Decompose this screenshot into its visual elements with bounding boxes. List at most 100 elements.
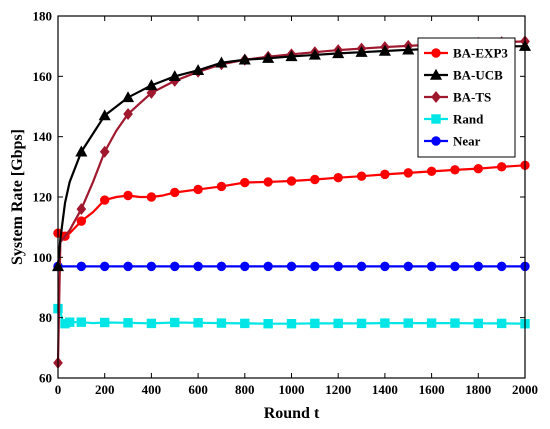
data-point-marker: [263, 319, 273, 329]
y-tick-label: 180: [33, 9, 53, 24]
legend-marker: [431, 114, 441, 124]
data-point-marker: [193, 318, 203, 328]
data-point-marker: [170, 187, 180, 198]
legend-marker: [431, 136, 441, 146]
data-point-marker: [496, 318, 507, 329]
data-point-marker: [333, 261, 343, 272]
data-point-marker: [76, 261, 87, 272]
x-tick-label: 200: [95, 382, 115, 397]
legend: BA-EXP3 BA-UCB BA-TS Rand Near: [417, 37, 516, 158]
legend-item: BA-UCB: [424, 68, 503, 83]
data-point-marker: [170, 261, 180, 272]
data-point-marker: [333, 318, 343, 329]
legend-label: BA-EXP3: [453, 46, 508, 61]
legend-label: Near: [453, 134, 481, 149]
data-point-marker: [496, 162, 507, 172]
legend-label: BA-TS: [453, 90, 491, 105]
data-point-marker: [100, 261, 110, 272]
data-point-marker: [146, 261, 157, 272]
data-point-marker: [310, 261, 320, 272]
data-point-marker: [122, 91, 135, 103]
data-point-marker: [286, 261, 297, 272]
data-point-marker: [310, 174, 320, 185]
series-near: [53, 261, 530, 272]
data-point-marker: [380, 169, 390, 180]
data-point-marker: [450, 261, 460, 272]
x-tick-label: 1200: [325, 382, 351, 397]
ticks-layer: 0 200 400 600 800 1000 1200 1400 1600 1800 2000 60 8…: [33, 9, 539, 398]
y-tick-label: 140: [33, 129, 53, 144]
data-point-marker: [263, 261, 273, 272]
data-point-marker: [450, 318, 460, 328]
data-point-marker: [355, 45, 368, 57]
data-point-marker: [450, 165, 460, 175]
y-tick-label: 120: [33, 190, 53, 205]
x-tick-label: 400: [142, 382, 162, 397]
data-point-marker: [215, 56, 228, 68]
data-point-marker: [332, 47, 345, 59]
data-point-marker: [193, 261, 203, 272]
data-point-marker: [146, 192, 157, 202]
x-tick-label: 1800: [465, 382, 491, 397]
data-point-marker: [496, 261, 507, 272]
legend-item: Rand: [424, 112, 484, 127]
data-point-marker: [426, 261, 437, 272]
data-point-marker: [168, 70, 181, 82]
data-point-marker: [356, 318, 367, 329]
legend-marker: [429, 68, 443, 80]
x-tick-label: 800: [235, 382, 255, 397]
data-point-marker: [285, 50, 298, 62]
x-axis-label: Round t: [264, 405, 320, 422]
data-point-marker: [123, 190, 133, 201]
y-tick-label: 100: [33, 250, 53, 265]
data-point-marker: [426, 166, 437, 177]
data-point-marker: [426, 318, 437, 328]
series-line: [57, 164, 526, 238]
data-point-marker: [286, 176, 297, 186]
x-tick-label: 2000: [512, 382, 538, 397]
data-point-marker: [356, 171, 367, 181]
data-point-marker: [333, 172, 343, 183]
x-tick-label: 0: [55, 382, 62, 397]
data-point-marker: [473, 318, 484, 329]
data-point-marker: [192, 64, 205, 75]
data-point-marker: [240, 318, 250, 329]
data-point-marker: [310, 318, 320, 329]
series-ba-exp3: [53, 160, 530, 241]
legend-marker: [431, 48, 441, 58]
y-axis-label: System Rate [Gbps]: [9, 129, 26, 265]
data-point-marker: [263, 177, 273, 187]
x-tick-label: 1600: [419, 382, 445, 397]
y-tick-label: 160: [33, 69, 53, 84]
data-point-marker: [286, 319, 297, 329]
data-point-marker: [216, 181, 227, 192]
data-point-marker: [356, 261, 367, 272]
legend-item: Near: [424, 134, 481, 149]
data-point-marker: [100, 195, 110, 205]
data-point-marker: [216, 318, 227, 328]
data-point-marker: [123, 261, 133, 272]
data-point-marker: [75, 145, 88, 157]
data-point-marker: [402, 43, 415, 55]
data-point-marker: [380, 318, 390, 328]
data-point-marker: [146, 86, 157, 99]
data-point-marker: [145, 79, 158, 91]
data-point-marker: [146, 318, 157, 329]
y-tick-label: 60: [39, 371, 52, 386]
data-point-marker: [240, 177, 250, 188]
data-point-marker: [403, 168, 413, 178]
data-point-marker: [380, 261, 390, 272]
data-point-marker: [76, 203, 87, 216]
data-point-marker: [123, 108, 133, 121]
data-point-marker: [308, 48, 321, 60]
data-point-marker: [240, 261, 250, 272]
data-point-marker: [123, 318, 133, 328]
data-point-marker: [473, 163, 483, 174]
x-tick-label: 1400: [372, 382, 398, 397]
data-point-marker: [64, 317, 75, 327]
data-point-marker: [76, 317, 87, 327]
data-point-marker: [238, 53, 251, 65]
data-point-marker: [378, 44, 391, 56]
data-point-marker: [98, 109, 111, 121]
